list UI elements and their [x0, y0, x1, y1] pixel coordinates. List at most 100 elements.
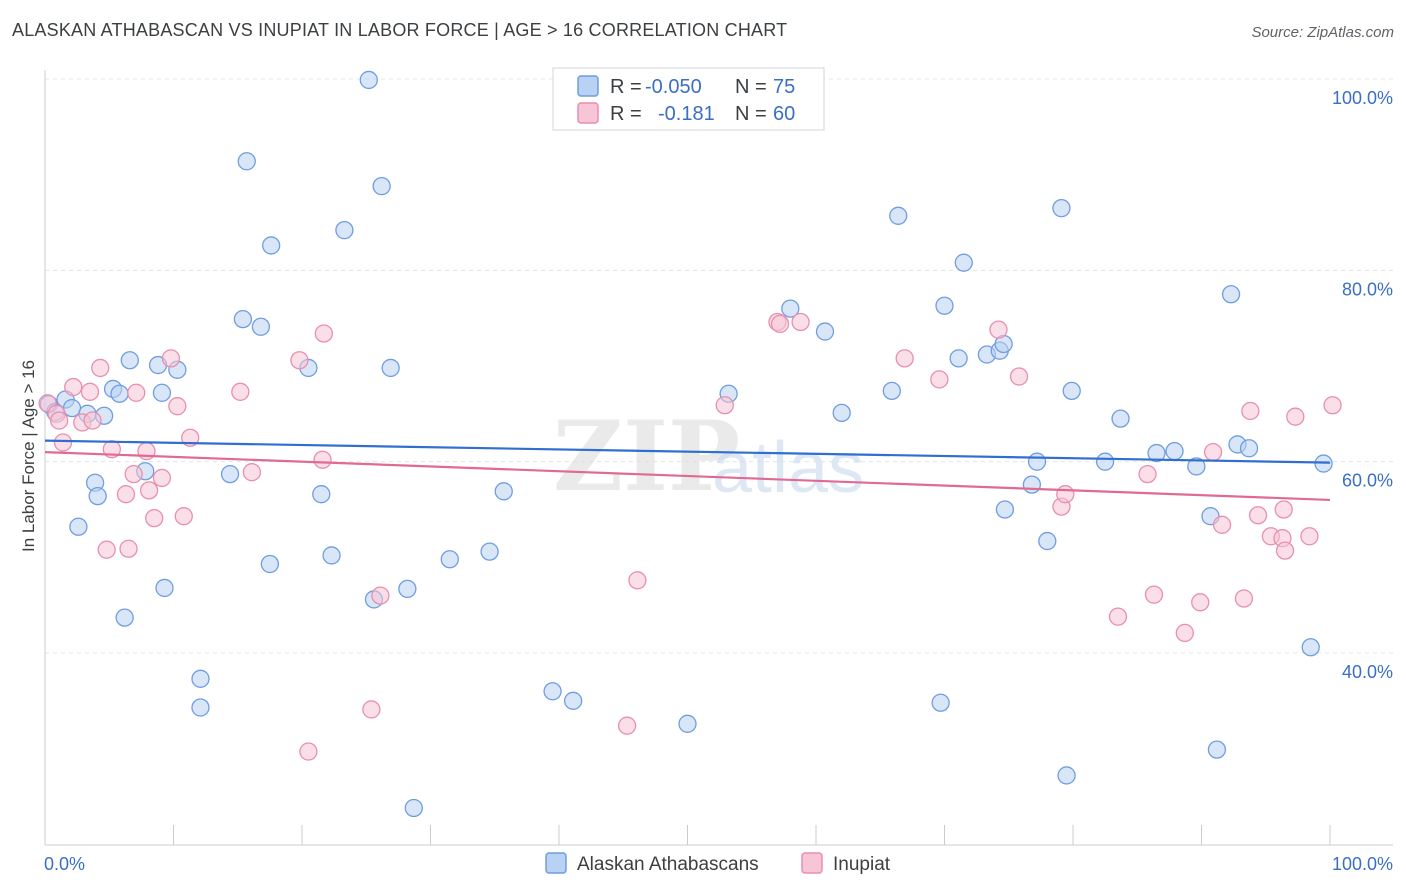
inupiat-point-43	[1108, 607, 1128, 626]
inupiat-point-2	[49, 411, 69, 430]
inupiat-point-44	[1138, 464, 1157, 484]
y-tick-label-40: 40.0%	[1342, 662, 1393, 682]
inupiat-point-40	[1009, 367, 1029, 386]
athabascan-point-27	[312, 485, 331, 504]
athabascan-point-30	[359, 70, 378, 90]
athabascan-point-38	[494, 482, 513, 501]
athabascan-point-64	[1147, 443, 1166, 463]
legend-n-label-1: N =	[735, 76, 767, 98]
axes	[44, 70, 1393, 846]
inupiat-point-25	[290, 351, 309, 370]
athabascan-point-71	[1239, 439, 1259, 458]
athabascan-point-3	[62, 398, 82, 418]
watermark-zip: ZIP	[553, 400, 740, 513]
inupiat-point-30	[371, 586, 390, 605]
athabascan-point-15	[152, 383, 172, 402]
bottom-legend-swatch-athabascan	[545, 852, 567, 874]
athabascan-point-65	[1165, 441, 1184, 461]
inupiat-point-7	[83, 411, 102, 430]
athabascan-point-10	[110, 384, 129, 403]
inupiat-point-12	[124, 464, 143, 484]
inupiat-point-3	[53, 433, 73, 452]
legend-r-value-2: -0.181	[658, 103, 715, 125]
inupiat-point-37	[895, 349, 914, 368]
x-tick-label-min: 0.0%	[44, 854, 85, 874]
legend-r-label-1: R =	[610, 76, 642, 98]
inupiat-point-29	[362, 700, 381, 719]
athabascan-point-72	[1301, 638, 1320, 657]
athabascan-point-46	[882, 381, 901, 401]
athabascan-point-36	[440, 550, 459, 569]
athabascan-point-69	[1221, 285, 1241, 304]
y-axis-label: In Labor Force | Age > 16	[19, 360, 38, 552]
watermark: ZIP atlas	[553, 400, 864, 513]
athabascan-point-34	[398, 579, 417, 599]
inupiat-point-4	[64, 377, 83, 397]
trend-lines	[44, 439, 1331, 502]
inupiat-point-36	[791, 312, 810, 332]
inupiat-point-23	[231, 382, 250, 401]
athabascan-point-60	[1057, 766, 1076, 785]
legend-n-label-2: N =	[735, 103, 767, 125]
bottom-legend-swatch-inupiat	[801, 852, 823, 874]
athabascan-point-45	[832, 403, 851, 423]
athabascan-point-19	[191, 698, 210, 717]
inupiat-point-35	[770, 314, 790, 334]
athabascan-point-32	[372, 176, 391, 196]
athabascan-point-12	[120, 351, 139, 370]
legend-swatch-inupiat	[577, 102, 599, 124]
watermark-atlas: atlas	[712, 428, 864, 508]
inupiat-point-48	[1203, 442, 1223, 462]
inupiat-point-27	[313, 450, 332, 469]
athabascan-point-22	[237, 152, 256, 171]
inupiat-point-32	[628, 571, 647, 590]
inupiat-point-18	[152, 468, 172, 488]
athabascan-point-57	[1027, 452, 1047, 471]
inupiat-point-45	[1144, 585, 1164, 604]
legend-n-value-1: 75	[773, 76, 795, 98]
athabascan-point-55	[995, 500, 1015, 519]
athabascan-point-58	[1038, 531, 1057, 551]
inupiat-point-57	[1286, 407, 1305, 426]
inupiat-point-14	[127, 383, 146, 402]
athabascan-point-28	[322, 546, 341, 565]
athabascan-point-4	[69, 517, 88, 536]
inupiat-trend-line	[44, 451, 1331, 502]
inupiat-point-52	[1248, 506, 1268, 525]
athabascan-point-24	[260, 554, 280, 574]
athabascan-point-63	[1111, 409, 1130, 428]
chart-title: ALASKAN ATHABASCAN VS INUPIAT IN LABOR F…	[12, 20, 788, 40]
y-tick-labels: 40.0% 60.0% 80.0% 100.0%	[1332, 88, 1393, 682]
inupiat-point-19	[161, 349, 181, 368]
athabascan-points	[39, 70, 1333, 818]
athabascan-point-50	[949, 349, 968, 368]
athabascan-point-33	[381, 358, 400, 378]
athabascan-point-44	[815, 322, 835, 341]
inupiat-point-50	[1234, 589, 1254, 608]
athabascan-point-68	[1207, 740, 1227, 759]
athabascan-point-62	[1095, 452, 1115, 471]
athabascan-point-16	[155, 578, 174, 598]
inupiat-point-31	[617, 716, 637, 735]
inupiat-point-46	[1175, 623, 1194, 643]
inupiat-point-33	[715, 396, 734, 415]
inupiat-point-58	[1300, 527, 1319, 546]
athabascan-point-56	[1022, 475, 1042, 494]
athabascan-point-37	[480, 542, 499, 561]
legend-r-value-1: -0.050	[645, 76, 702, 98]
stats-legend: R = -0.050 N = 75 R = -0.181 N = 60	[552, 67, 825, 131]
athabascan-point-21	[233, 309, 253, 329]
y-tick-label-100: 100.0%	[1332, 88, 1393, 108]
athabascan-point-47	[889, 206, 908, 225]
inupiat-point-59	[1323, 396, 1342, 415]
athabascan-point-7	[88, 486, 107, 506]
athabascan-trend-line	[44, 439, 1331, 464]
inupiat-point-24	[242, 463, 262, 482]
inupiat-point-17	[145, 508, 164, 528]
athabascan-point-49	[935, 296, 954, 315]
inupiat-points	[38, 312, 1342, 761]
y-tick-label-60: 60.0%	[1342, 471, 1393, 491]
x-tick-label-max: 100.0%	[1332, 854, 1393, 874]
athabascan-point-51	[954, 253, 973, 272]
